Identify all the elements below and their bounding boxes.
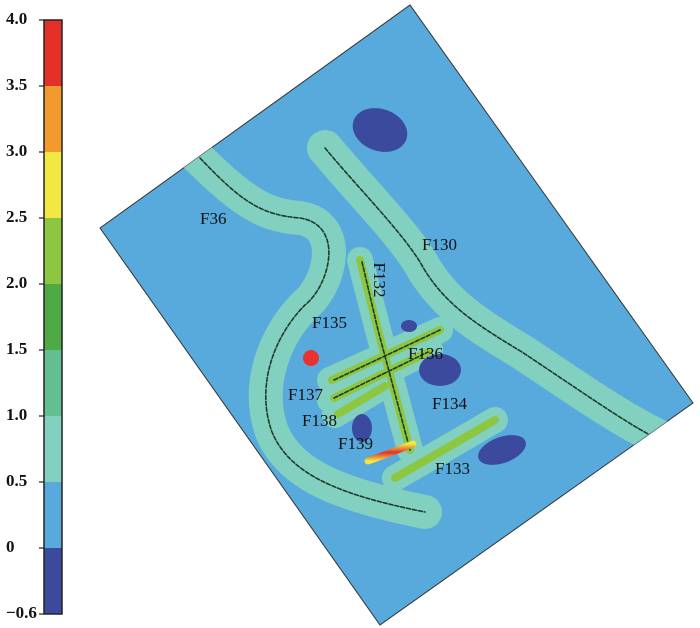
fault-label: F138 — [302, 411, 337, 430]
colorbar-tick-label: 2.5 — [6, 207, 27, 226]
well-marker — [303, 350, 319, 366]
map-area — [99, 4, 694, 626]
map: F36 F130 F132 F135 F136 F137 F134 F138 F… — [99, 4, 694, 626]
colorbar-tick-label: 0 — [6, 537, 15, 556]
fault-label: F132 — [370, 263, 389, 298]
colorbar-tick-label: 1.0 — [6, 405, 27, 424]
colorbar-tick-label: 0.5 — [6, 471, 27, 490]
colorbar-segment — [44, 284, 62, 351]
colorbar-segment — [44, 548, 62, 615]
colorbar-tick-label: 2.0 — [6, 273, 27, 292]
colorbar-tick-label: 3.0 — [6, 141, 27, 160]
colorbar-segment — [44, 20, 62, 87]
colorbar-segment — [44, 152, 62, 219]
fault-label: F136 — [408, 344, 443, 363]
fault-label: F133 — [435, 459, 470, 478]
colorbar-frame — [43, 19, 63, 615]
fault-core — [364, 440, 417, 465]
low-zones — [352, 108, 526, 465]
colorbar-tick-label: −0.6 — [6, 603, 37, 622]
fault-label: F135 — [312, 313, 347, 332]
fault-label: F139 — [338, 434, 373, 453]
fault-label: F137 — [288, 385, 323, 404]
colorbar-tick-label: 4.0 — [6, 9, 27, 28]
fault-label: F36 — [200, 209, 226, 228]
fault-label: F130 — [422, 235, 457, 254]
colorbar-tick-label: 1.5 — [6, 339, 27, 358]
colorbar-segment — [44, 350, 62, 417]
colorbar-segment — [44, 482, 62, 549]
fault-trace — [199, 147, 651, 513]
colorbar-segment — [44, 86, 62, 153]
fault-label: F134 — [432, 394, 467, 413]
colorbar: 4.0 3.5 3.0 2.5 2.0 1.5 1.0 0.5 0 −0.6 — [6, 9, 63, 622]
colorbar-tick-label: 3.5 — [6, 75, 27, 94]
colorbar-segment — [44, 218, 62, 285]
colorbar-segment — [44, 416, 62, 483]
